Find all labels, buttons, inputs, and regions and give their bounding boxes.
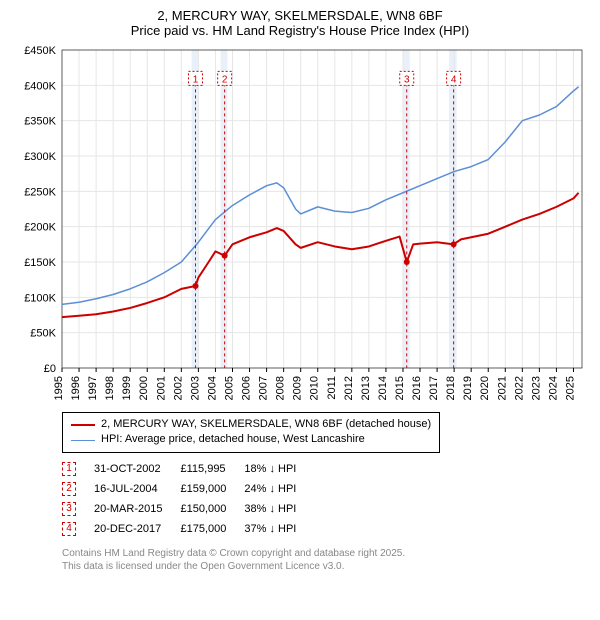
tx-delta: 38% ↓ HPI	[244, 499, 314, 519]
svg-text:£50K: £50K	[30, 328, 56, 340]
tx-delta: 18% ↓ HPI	[244, 459, 314, 479]
table-row: 1 31-OCT-2002£115,99518% ↓ HPI	[62, 459, 314, 479]
svg-text:2015: 2015	[394, 376, 406, 400]
svg-text:£100K: £100K	[24, 292, 56, 304]
table-row: 4 20-DEC-2017£175,00037% ↓ HPI	[62, 519, 314, 539]
svg-text:3: 3	[404, 74, 410, 85]
footer: Contains HM Land Registry data © Crown c…	[62, 547, 588, 573]
svg-text:2010: 2010	[309, 376, 321, 400]
svg-text:4: 4	[451, 74, 457, 85]
svg-text:2: 2	[222, 74, 228, 85]
svg-text:1997: 1997	[87, 376, 99, 400]
tx-price: £159,000	[180, 479, 244, 499]
svg-text:2006: 2006	[241, 376, 253, 400]
tx-price: £115,995	[180, 459, 244, 479]
tx-date: 20-MAR-2015	[94, 499, 180, 519]
svg-text:£0: £0	[44, 363, 56, 375]
svg-text:£300K: £300K	[24, 151, 56, 163]
svg-text:2020: 2020	[479, 376, 491, 400]
chart: £0 £50K £100K £150K £200K £250K £300K £350K £400…	[12, 44, 588, 404]
tx-marker: 2	[62, 482, 76, 496]
tx-delta: 24% ↓ HPI	[244, 479, 314, 499]
chart-subtitle: Price paid vs. HM Land Registry's House …	[12, 23, 588, 38]
svg-text:2021: 2021	[496, 376, 508, 400]
svg-text:£200K: £200K	[24, 222, 56, 234]
legend-item: HPI: Average price, detached house, West…	[71, 432, 431, 447]
legend-item: 2, MERCURY WAY, SKELMERSDALE, WN8 6BF (d…	[71, 417, 431, 432]
svg-text:£150K: £150K	[24, 257, 56, 269]
svg-text:£400K: £400K	[24, 80, 56, 92]
svg-text:2001: 2001	[155, 376, 167, 400]
tx-price: £150,000	[180, 499, 244, 519]
svg-text:2025: 2025	[564, 376, 576, 400]
tx-marker: 4	[62, 522, 76, 536]
tx-marker: 1	[62, 462, 76, 476]
tx-date: 16-JUL-2004	[94, 479, 180, 499]
tx-marker: 3	[62, 502, 76, 516]
footer-line: Contains HM Land Registry data © Crown c…	[62, 547, 588, 560]
footer-line: This data is licensed under the Open Gov…	[62, 560, 588, 573]
svg-text:1996: 1996	[70, 376, 82, 400]
svg-text:2016: 2016	[411, 376, 423, 400]
svg-text:2002: 2002	[172, 376, 184, 400]
svg-text:2007: 2007	[258, 376, 270, 400]
legend-swatch	[71, 424, 95, 426]
tx-date: 31-OCT-2002	[94, 459, 180, 479]
svg-text:2024: 2024	[547, 376, 559, 400]
legend-label: 2, MERCURY WAY, SKELMERSDALE, WN8 6BF (d…	[101, 417, 431, 432]
svg-text:2018: 2018	[445, 376, 457, 400]
svg-text:2004: 2004	[206, 376, 218, 400]
tx-price: £175,000	[180, 519, 244, 539]
svg-text:1999: 1999	[121, 376, 133, 400]
table-row: 3 20-MAR-2015£150,00038% ↓ HPI	[62, 499, 314, 519]
svg-text:2005: 2005	[223, 376, 235, 400]
svg-text:2023: 2023	[530, 376, 542, 400]
legend-swatch	[71, 440, 95, 441]
svg-text:£250K: £250K	[24, 186, 56, 198]
table-row: 2 16-JUL-2004£159,00024% ↓ HPI	[62, 479, 314, 499]
svg-text:2022: 2022	[513, 376, 525, 400]
chart-title: 2, MERCURY WAY, SKELMERSDALE, WN8 6BF	[12, 8, 588, 23]
svg-text:2013: 2013	[360, 376, 372, 400]
svg-text:2000: 2000	[138, 376, 150, 400]
svg-text:£350K: £350K	[24, 116, 56, 128]
svg-text:2011: 2011	[326, 376, 338, 400]
svg-text:1998: 1998	[104, 376, 116, 400]
svg-text:2017: 2017	[428, 376, 440, 400]
tx-delta: 37% ↓ HPI	[244, 519, 314, 539]
svg-text:2019: 2019	[462, 376, 474, 400]
legend: 2, MERCURY WAY, SKELMERSDALE, WN8 6BF (d…	[62, 412, 440, 453]
legend-label: HPI: Average price, detached house, West…	[101, 432, 365, 447]
svg-text:2009: 2009	[292, 376, 304, 400]
svg-text:1995: 1995	[53, 376, 65, 400]
transactions-table: 1 31-OCT-2002£115,99518% ↓ HPI 2 16-JUL-200…	[62, 459, 314, 539]
svg-text:2008: 2008	[275, 376, 287, 400]
svg-text:£450K: £450K	[24, 45, 56, 57]
svg-text:2012: 2012	[343, 376, 355, 400]
svg-text:1: 1	[193, 74, 199, 85]
svg-text:2014: 2014	[377, 376, 389, 400]
svg-text:2003: 2003	[189, 376, 201, 400]
tx-date: 20-DEC-2017	[94, 519, 180, 539]
